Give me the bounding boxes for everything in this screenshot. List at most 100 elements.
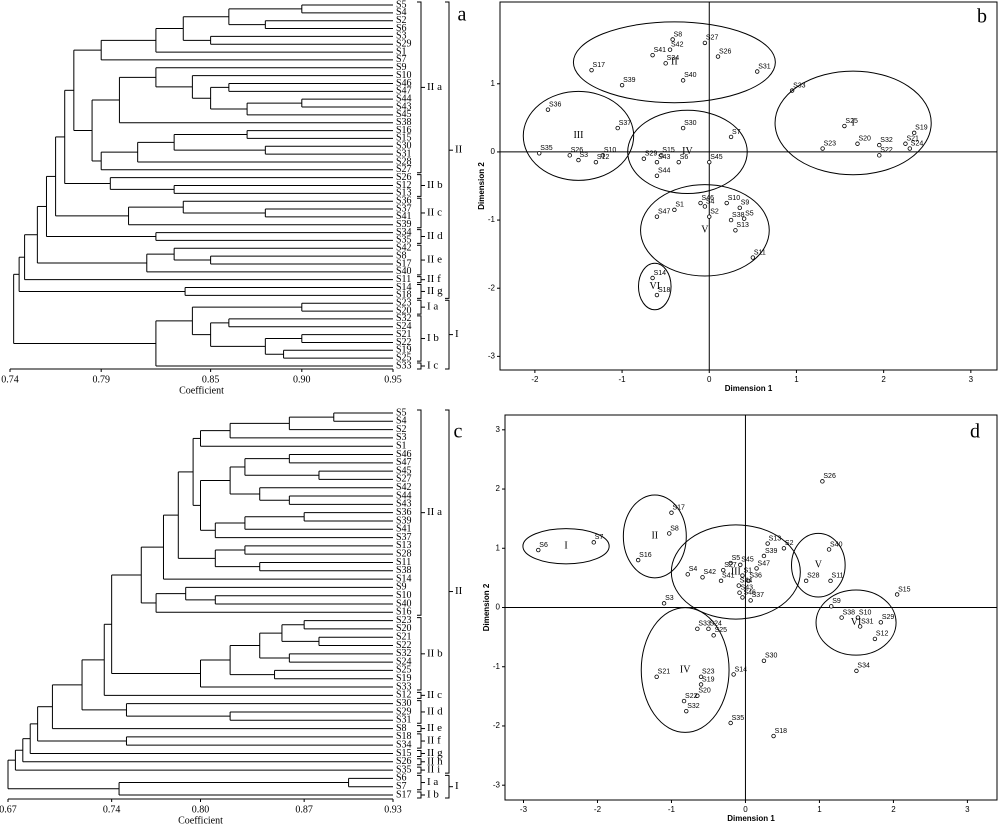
leaf-label: S32 bbox=[396, 648, 412, 659]
leaf-label: S24 bbox=[396, 656, 412, 667]
point bbox=[536, 547, 541, 553]
leaf-label: S36 bbox=[396, 195, 412, 206]
point-label: S29 bbox=[882, 614, 895, 621]
point bbox=[641, 156, 647, 161]
cluster-label: I bbox=[851, 117, 854, 128]
leaf-label: S26 bbox=[396, 756, 412, 767]
x-tick-label: 3 bbox=[969, 375, 974, 384]
leaf-label: S21 bbox=[396, 329, 412, 340]
group-label: II c bbox=[427, 206, 442, 218]
group-label: I bbox=[455, 328, 459, 340]
point bbox=[741, 216, 747, 221]
cluster-label: IV bbox=[680, 664, 691, 675]
leaf-label: S25 bbox=[396, 665, 412, 676]
leaf-label: S38 bbox=[396, 565, 412, 576]
point bbox=[737, 590, 742, 595]
leaf-label: S16 bbox=[396, 607, 412, 618]
point bbox=[733, 228, 738, 233]
leaf-label: S11 bbox=[396, 557, 411, 568]
leaf-label: S47 bbox=[396, 457, 412, 468]
leaf-label: S28 bbox=[396, 548, 412, 559]
group-bracket bbox=[417, 733, 422, 749]
leaf-label: S23 bbox=[396, 298, 412, 309]
leaf-label: S23 bbox=[396, 615, 412, 626]
x-tick-label: -1 bbox=[668, 805, 676, 814]
panel-label: c bbox=[454, 421, 463, 443]
group-label: II h bbox=[427, 755, 443, 767]
group-bracket bbox=[417, 362, 422, 370]
leaf-label: S17 bbox=[396, 789, 412, 800]
point bbox=[680, 78, 686, 83]
cluster-label: IV bbox=[682, 146, 693, 157]
point-label: S9 bbox=[741, 200, 750, 207]
group-label: I bbox=[455, 780, 459, 792]
group-bracket bbox=[417, 409, 422, 616]
x-tick-label: 2 bbox=[891, 805, 896, 814]
cluster-ellipse bbox=[522, 90, 635, 181]
leaf-label: S44 bbox=[396, 490, 412, 501]
cluster-ellipse bbox=[640, 184, 770, 277]
point-label: S39 bbox=[765, 548, 778, 555]
leaf-label: S45 bbox=[396, 109, 412, 120]
leaf-label: S26 bbox=[396, 172, 412, 183]
point bbox=[828, 578, 833, 584]
point-label: S4 bbox=[689, 566, 698, 573]
leaf-label: S8 bbox=[396, 250, 407, 261]
point bbox=[650, 275, 655, 281]
point bbox=[839, 615, 844, 620]
point-label: S26 bbox=[823, 473, 836, 480]
x-tick-label: -2 bbox=[594, 805, 602, 814]
leaf-label: S9 bbox=[396, 582, 407, 593]
point bbox=[829, 604, 834, 609]
group-label: I b bbox=[427, 332, 439, 344]
group-bracket bbox=[417, 700, 422, 724]
point-label: S36 bbox=[749, 573, 762, 580]
point bbox=[698, 200, 703, 206]
point-label: S25 bbox=[845, 118, 858, 125]
x-axis-label: Coefficient bbox=[179, 385, 224, 396]
group-label: II f bbox=[427, 735, 441, 747]
leaf-label: S40 bbox=[396, 266, 412, 277]
point bbox=[545, 107, 551, 112]
point-label: S5 bbox=[732, 555, 741, 562]
point bbox=[654, 173, 660, 178]
group-bracket bbox=[417, 1, 422, 174]
point bbox=[685, 572, 690, 577]
point-label: S14 bbox=[735, 666, 748, 673]
point-label: S12 bbox=[597, 154, 610, 161]
point bbox=[700, 575, 705, 580]
x-tick-label: 0 bbox=[743, 805, 748, 814]
leaf-label: S27 bbox=[396, 164, 412, 175]
cluster-ellipse bbox=[815, 589, 897, 656]
leaf-label: S42 bbox=[396, 482, 412, 493]
point-label: S1 bbox=[675, 202, 684, 209]
point-label: S22 bbox=[685, 693, 698, 700]
leaf-label: S35 bbox=[396, 764, 412, 775]
group-bracket bbox=[417, 617, 422, 691]
point-label: S8 bbox=[670, 525, 679, 532]
y-tick-label: -2 bbox=[493, 721, 501, 730]
x-tick-label: 0.87 bbox=[295, 804, 313, 815]
y-tick-label: -2 bbox=[488, 283, 496, 292]
point-label: S38 bbox=[732, 212, 745, 219]
leaf-label: S7 bbox=[396, 54, 407, 65]
leaf-label: S24 bbox=[396, 321, 412, 332]
cluster-ellipse bbox=[640, 607, 730, 733]
point bbox=[702, 204, 708, 209]
leaf-label: S10 bbox=[396, 70, 412, 81]
group-bracket bbox=[417, 197, 422, 229]
point-label: S13 bbox=[769, 535, 782, 542]
cluster-label: II bbox=[671, 57, 678, 68]
point-label: S20 bbox=[698, 688, 711, 695]
point bbox=[698, 682, 704, 687]
leaf-label: S33 bbox=[396, 681, 412, 692]
point-label: S1 bbox=[743, 567, 752, 574]
point-label: S27 bbox=[706, 35, 719, 42]
point-label: S43 bbox=[658, 154, 671, 161]
cluster-label: V bbox=[815, 559, 823, 570]
point-label: S44 bbox=[658, 168, 671, 175]
group-label: I c bbox=[427, 360, 438, 372]
leaf-label: S34 bbox=[396, 739, 412, 750]
x-tick-label: 0.93 bbox=[384, 804, 402, 815]
leaf-label: S12 bbox=[396, 690, 412, 701]
